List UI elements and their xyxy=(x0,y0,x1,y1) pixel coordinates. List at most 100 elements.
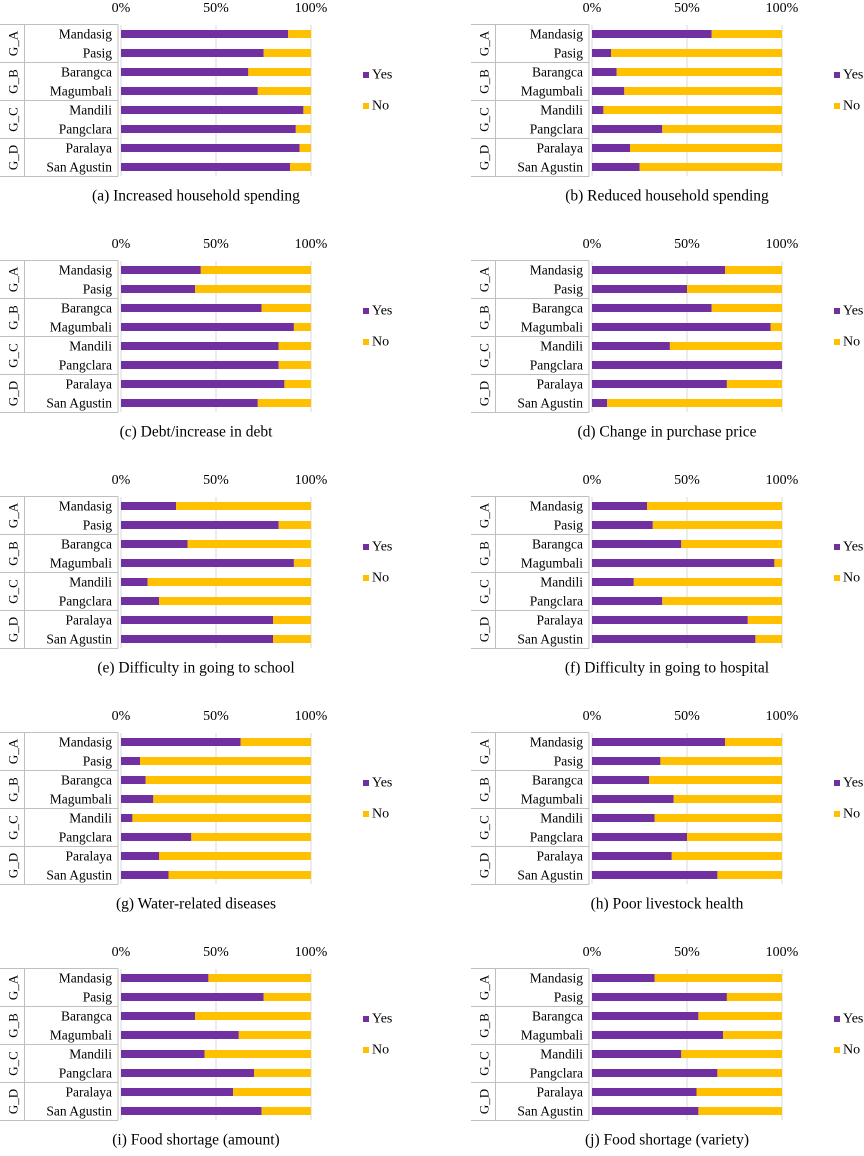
bar-yes-magumbali xyxy=(121,559,294,567)
bar-yes-mandasig xyxy=(592,738,725,746)
panel-caption: (a) Increased household spending xyxy=(92,188,300,205)
bar-no-pangclara xyxy=(278,361,311,369)
bar-no-san-agustin xyxy=(639,163,782,171)
legend-label: Yes xyxy=(843,1012,863,1027)
legend-label: No xyxy=(843,99,860,114)
category-label: San Agustin xyxy=(517,868,583,883)
legend-label: No xyxy=(843,571,860,586)
category-label: Barangca xyxy=(532,301,583,316)
panel-caption: (d) Change in purchase price xyxy=(577,424,756,441)
category-label: Paralaya xyxy=(66,849,112,864)
bar-yes-paralaya xyxy=(121,1088,234,1096)
legend-swatch xyxy=(363,72,369,78)
bar-yes-san-agustin xyxy=(592,399,608,407)
category-label: Pangclara xyxy=(59,122,112,137)
bar-yes-magumbali xyxy=(121,87,258,95)
x-tick-label: 50% xyxy=(674,237,700,252)
category-label: Mandili xyxy=(69,103,112,118)
bar-no-magumbali xyxy=(293,559,311,567)
category-label: San Agustin xyxy=(46,160,112,175)
bar-yes-pasig xyxy=(121,521,279,529)
category-label: San Agustin xyxy=(46,868,112,883)
category-label: Magumbali xyxy=(521,556,583,571)
group-label: G_A xyxy=(477,502,492,528)
category-label: Pasig xyxy=(554,754,584,769)
legend-swatch xyxy=(834,575,840,581)
x-tick-label: 100% xyxy=(766,473,799,488)
category-label: Mandasig xyxy=(530,499,583,514)
legend-swatch xyxy=(363,1016,369,1022)
bar-yes-barangca xyxy=(592,1012,699,1020)
bar-no-barangca xyxy=(248,68,311,76)
x-tick-label: 50% xyxy=(203,945,229,960)
bar-no-pasig xyxy=(687,285,782,293)
panel-caption: (e) Difficulty in going to school xyxy=(97,660,294,677)
category-label: San Agustin xyxy=(517,1104,583,1119)
panel-caption: (b) Reduced household spending xyxy=(565,188,769,205)
bar-no-paralaya xyxy=(273,616,311,624)
bar-no-mandili xyxy=(204,1050,311,1058)
x-tick-label: 0% xyxy=(112,473,131,488)
x-tick-label: 100% xyxy=(295,473,328,488)
group-label: G_C xyxy=(477,579,492,604)
category-label: Magumbali xyxy=(521,792,583,807)
group-label: G_B xyxy=(477,1013,492,1038)
bar-yes-pasig xyxy=(592,285,687,293)
group-label: G_A xyxy=(6,266,21,292)
x-tick-label: 100% xyxy=(295,709,328,724)
legend-swatch xyxy=(834,1047,840,1053)
category-label: Barangca xyxy=(532,65,583,80)
bar-yes-mandili xyxy=(592,342,670,350)
bar-no-san-agustin xyxy=(273,635,311,643)
bar-no-barangca xyxy=(649,776,782,784)
legend-swatch xyxy=(363,103,369,109)
panel-caption: (g) Water-related diseases xyxy=(116,896,276,913)
bar-no-magumbali xyxy=(293,323,311,331)
bar-no-magumbali xyxy=(774,559,782,567)
bar-no-paralaya xyxy=(233,1088,311,1096)
group-label: G_A xyxy=(6,738,21,764)
panel-caption: (j) Food shortage (variety) xyxy=(585,1132,749,1149)
bar-no-magumbali xyxy=(723,1031,782,1039)
x-tick-label: 0% xyxy=(112,237,131,252)
bar-no-pasig xyxy=(726,993,782,1001)
bar-no-magumbali xyxy=(238,1031,311,1039)
chart-panel: 0% 50% 100% G_A G_B G_C G_D Mandasig Pasig Barang… xyxy=(471,709,863,913)
category-label: San Agustin xyxy=(46,396,112,411)
category-label: San Agustin xyxy=(517,632,583,647)
bar-yes-pasig xyxy=(121,49,264,57)
bar-no-mandili xyxy=(654,814,782,822)
bar-yes-mandasig xyxy=(121,738,241,746)
bar-yes-paralaya xyxy=(121,616,273,624)
bar-yes-mandili xyxy=(592,1050,682,1058)
category-label: Pasig xyxy=(554,518,584,533)
bar-yes-mandili xyxy=(121,106,304,114)
bar-no-paralaya xyxy=(284,380,311,388)
x-tick-label: 100% xyxy=(295,237,328,252)
category-label: Mandili xyxy=(540,1047,583,1062)
category-label: Mandili xyxy=(69,811,112,826)
group-label: G_B xyxy=(6,1013,21,1038)
bar-yes-pangclara xyxy=(121,597,159,605)
bar-no-san-agustin xyxy=(698,1107,782,1115)
group-label: G_B xyxy=(6,305,21,330)
legend-swatch xyxy=(363,544,369,550)
bar-yes-barangca xyxy=(592,68,617,76)
bar-yes-pasig xyxy=(121,757,140,765)
bar-yes-pangclara xyxy=(592,361,782,369)
bar-no-paralaya xyxy=(299,144,311,152)
bar-yes-mandasig xyxy=(121,266,201,274)
bar-no-pasig xyxy=(263,993,311,1001)
x-tick-label: 0% xyxy=(583,473,602,488)
chart-panel: 0% 50% 100% G_A G_B G_C G_D Mandasig Pasig Barang… xyxy=(0,237,392,441)
legend-label: No xyxy=(372,571,389,586)
bar-yes-mandili xyxy=(592,578,634,586)
bar-yes-barangca xyxy=(121,68,249,76)
category-label: Mandasig xyxy=(530,971,583,986)
bar-yes-pangclara xyxy=(121,1069,254,1077)
legend-swatch xyxy=(834,811,840,817)
category-label: Barangca xyxy=(61,65,112,80)
bar-no-pasig xyxy=(263,49,311,57)
category-label: Paralaya xyxy=(537,141,583,156)
